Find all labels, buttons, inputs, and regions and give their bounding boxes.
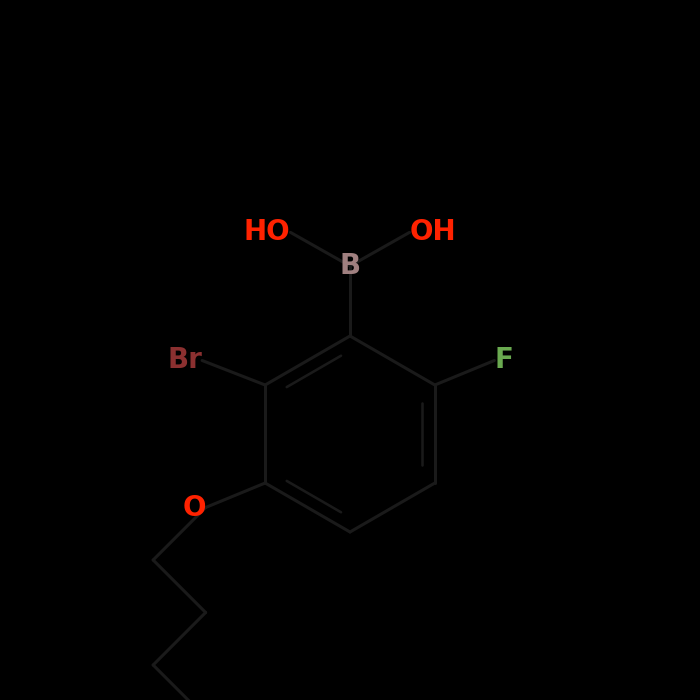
- Text: HO: HO: [244, 218, 290, 246]
- Text: F: F: [494, 346, 513, 374]
- Text: Br: Br: [167, 346, 202, 374]
- Text: B: B: [340, 252, 360, 280]
- Text: O: O: [182, 494, 206, 522]
- Text: OH: OH: [410, 218, 456, 246]
